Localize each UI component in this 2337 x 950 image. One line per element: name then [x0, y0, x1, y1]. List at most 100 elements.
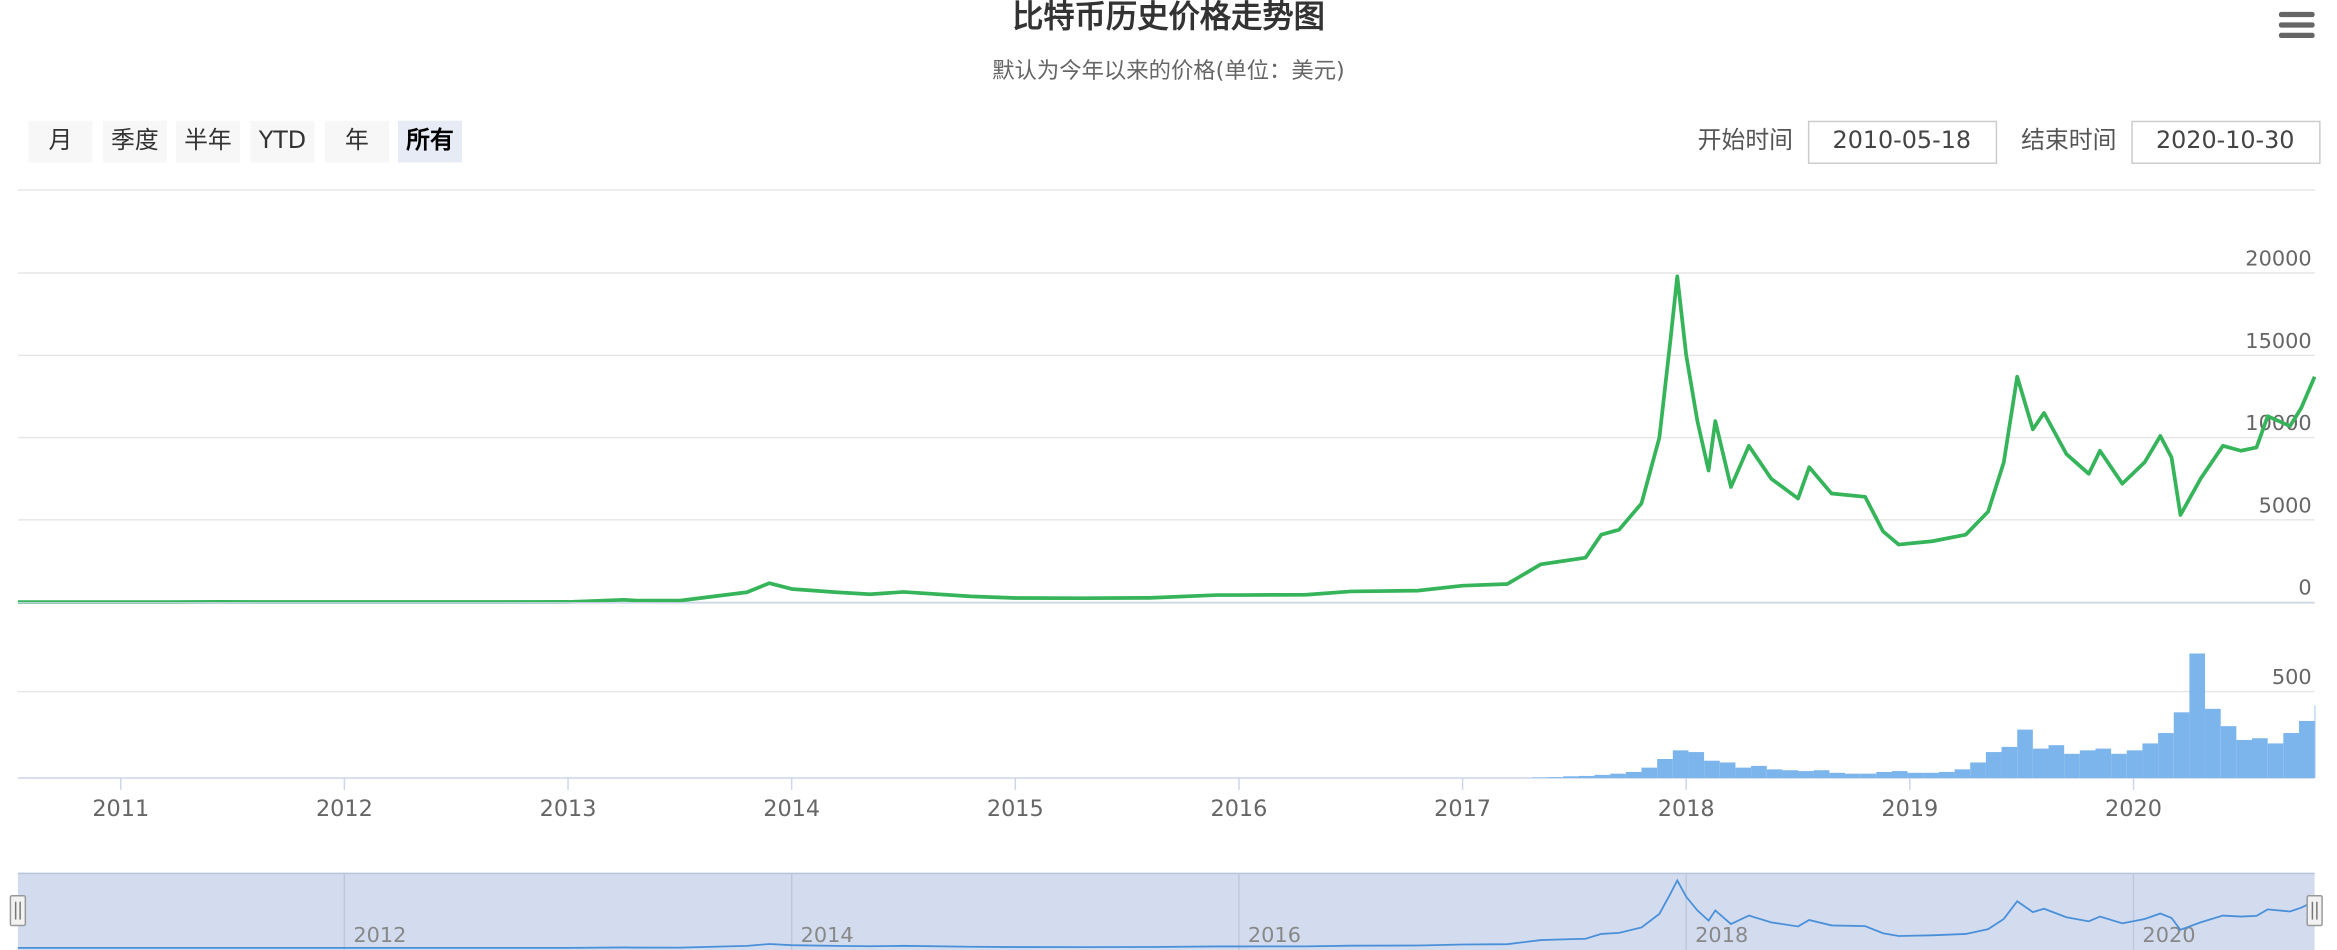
volume-bar: [1766, 769, 1783, 779]
chart-subtitle: 默认为今年以来的价格(单位：美元): [992, 58, 1345, 84]
volume-bar: [1813, 770, 1830, 779]
y-tick-label: 0: [2298, 576, 2311, 600]
range-button[interactable]: [397, 120, 463, 163]
y-tick-label: 500: [2272, 665, 2312, 689]
x-tick-label: 2014: [763, 796, 820, 822]
navigator-background: [17, 873, 2315, 950]
volume-bar: [1719, 762, 1736, 779]
volume-bar: [1704, 760, 1720, 779]
range-button-label: 所有: [406, 126, 454, 154]
volume-bar: [1688, 752, 1705, 779]
x-tick-label: 2013: [540, 796, 597, 822]
navigator-handle[interactable]: [9, 895, 27, 927]
y-tick-label: 5000: [2259, 493, 2312, 517]
volume-bar: [1641, 767, 1658, 779]
volume-bar: [1735, 767, 1752, 779]
range-button[interactable]: [250, 120, 315, 163]
start-value: 2010-05-18: [1833, 126, 1971, 154]
volume-bar: [2048, 745, 2065, 779]
x-tick-label: 2016: [1211, 796, 1268, 822]
volume-bar: [2111, 753, 2127, 779]
end-value: 2020-10-30: [2156, 126, 2294, 154]
volume-bar: [1782, 770, 1799, 779]
menu-bar: [2278, 32, 2315, 39]
navigator-tick-label: 2014: [801, 923, 854, 947]
y-tick-label: 20000: [2245, 247, 2311, 271]
volume-bar: [2001, 746, 2018, 779]
price-line: [17, 274, 2317, 604]
x-tick-label: 2012: [316, 796, 373, 822]
x-tick-label: 2018: [1658, 796, 1715, 822]
navigator-line: [17, 878, 2316, 949]
volume-bar: [2298, 720, 2315, 779]
volume-bar: [2220, 726, 2237, 779]
menu-button[interactable]: [2278, 11, 2315, 39]
volume-bar: [2267, 743, 2284, 779]
volume-bar: [2064, 753, 2080, 779]
volume-bar: [1547, 777, 1564, 779]
volume-bar: [1829, 772, 1846, 779]
volume-bar: [1610, 773, 1626, 779]
volume-bar: [2252, 738, 2268, 779]
volume-bar: [2095, 748, 2112, 779]
navigator-tick-label: 2012: [353, 923, 406, 947]
volume-bar: [1985, 752, 2002, 779]
volume-bar: [1594, 774, 1611, 779]
volume-bar: [2126, 750, 2143, 779]
volume-bar: [1563, 776, 1579, 779]
volume-bar: [2173, 712, 2190, 779]
volume-bar: [2189, 653, 2206, 779]
volume-bar: [1798, 771, 1814, 779]
volume-bar: [1751, 765, 1767, 779]
range-button-label: 季度: [111, 126, 159, 154]
volume-bar: [1907, 772, 1924, 779]
volume-bar: [2032, 748, 2049, 779]
range-button-label: 月: [48, 126, 72, 154]
range-button[interactable]: [28, 120, 93, 163]
range-button-label: 年: [345, 126, 369, 154]
end-label: 结束时间: [2021, 126, 2116, 154]
navigator-tick-label: 2016: [1248, 923, 1301, 947]
range-button-label: 半年: [184, 126, 232, 154]
x-tick-label: 2017: [1434, 796, 1491, 822]
x-tick-label: 2015: [987, 796, 1044, 822]
volume-bar: [1578, 775, 1595, 779]
navigator-handle[interactable]: [2306, 895, 2323, 927]
range-button[interactable]: [175, 120, 240, 163]
range-button[interactable]: [102, 120, 167, 163]
y-tick-label: 15000: [2245, 329, 2311, 353]
volume-bar: [2205, 708, 2221, 779]
range-button[interactable]: [324, 120, 390, 163]
volume-bar: [1625, 771, 1642, 779]
volume-bar: [2283, 733, 2299, 779]
x-tick-label: 2011: [92, 796, 149, 822]
start-input[interactable]: [1807, 120, 1998, 164]
volume-bar: [2236, 739, 2253, 779]
volume-bar: [1657, 758, 1673, 779]
volume-bar: [1938, 771, 1955, 779]
navigator-tick-label: 2018: [1695, 923, 1748, 947]
menu-bar: [2278, 22, 2315, 28]
range-button-label: YTD: [258, 126, 306, 154]
volume-bar: [1860, 773, 1877, 779]
volume-bar: [1845, 773, 1861, 779]
menu-bar: [2278, 11, 2315, 18]
start-label: 开始时间: [1698, 126, 1793, 154]
volume-bar: [2017, 729, 2033, 779]
end-input[interactable]: [2131, 120, 2321, 164]
volume-bar: [1891, 771, 1908, 779]
chart-title: 比特币历史价格走势图: [1012, 0, 1325, 35]
volume-bar: [1672, 750, 1689, 779]
volume-bar: [1970, 762, 1986, 779]
x-tick-label: 2019: [1881, 796, 1938, 822]
volume-bar: [2314, 705, 2316, 779]
volume-bar: [2158, 733, 2174, 779]
y-tick-label: 10000: [2245, 411, 2311, 435]
volume-bar: [1954, 769, 1971, 779]
volume-bar: [1876, 771, 1892, 779]
volume-bar: [2142, 743, 2159, 779]
volume-bar: [2079, 750, 2096, 779]
volume-bar: [1923, 772, 1939, 779]
x-tick-label: 2020: [2105, 796, 2162, 822]
